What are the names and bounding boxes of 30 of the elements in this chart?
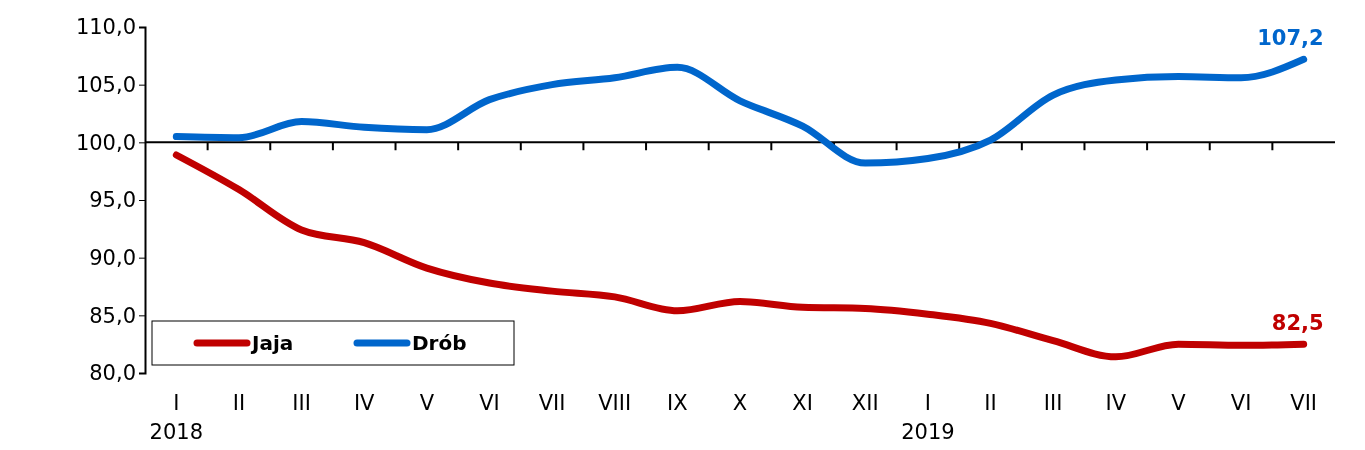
y-tick-label: 85,0 (89, 303, 136, 328)
x-tick-label: X (732, 391, 748, 415)
y-tick-label: 110,0 (75, 15, 136, 40)
x-tick-label: III (1043, 391, 1063, 415)
x-tick-label: VII (1290, 391, 1318, 415)
legend-label: Jaja (250, 331, 294, 355)
x-tick-label: II (984, 391, 997, 415)
x-tick-label: II (232, 391, 246, 415)
y-tick-label: 90,0 (89, 245, 136, 270)
x-tick-label: V (1171, 391, 1187, 415)
x-tick-label: IV (353, 391, 376, 415)
x-tick-label: XI (792, 391, 813, 415)
x-tick-label: IV (1105, 391, 1127, 415)
x-tick-label: VII (538, 391, 566, 415)
x-tick-label: XII (851, 391, 879, 415)
x-tick-label: IX (667, 391, 688, 415)
y-tick-label: 95,0 (89, 188, 136, 213)
y-tick-label: 100,0 (75, 130, 136, 155)
x-tick-label: III (292, 391, 311, 415)
data-label: 107,2 (1257, 26, 1324, 51)
x-tick-label: V (419, 391, 435, 415)
y-tick-label: 80,0 (89, 361, 136, 386)
x-tick-label: VI (1230, 391, 1252, 415)
y-tick-label: 105,0 (75, 72, 136, 97)
legend-label: Drób (412, 331, 467, 355)
x-tick-label: I 2019 (901, 391, 955, 444)
data-label: 82,5 (1271, 311, 1324, 336)
x-tick-label: VI (479, 391, 500, 415)
x-tick-label: VIII (598, 391, 632, 415)
x-tick-label: I 2018 (149, 391, 204, 444)
